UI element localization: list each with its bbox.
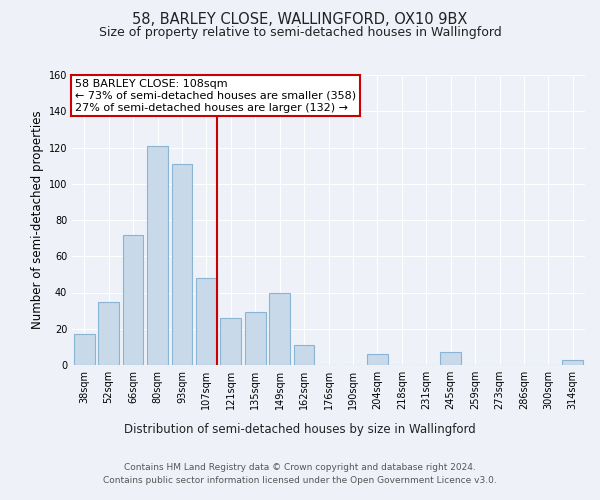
Text: Contains public sector information licensed under the Open Government Licence v3: Contains public sector information licen… bbox=[103, 476, 497, 485]
Bar bbox=[269, 292, 290, 365]
Bar bbox=[196, 278, 217, 365]
Text: Size of property relative to semi-detached houses in Wallingford: Size of property relative to semi-detach… bbox=[98, 26, 502, 39]
Bar bbox=[74, 334, 95, 365]
Bar bbox=[172, 164, 193, 365]
Bar bbox=[562, 360, 583, 365]
Text: 58, BARLEY CLOSE, WALLINGFORD, OX10 9BX: 58, BARLEY CLOSE, WALLINGFORD, OX10 9BX bbox=[133, 12, 467, 28]
Bar bbox=[367, 354, 388, 365]
Bar bbox=[245, 312, 266, 365]
Text: Distribution of semi-detached houses by size in Wallingford: Distribution of semi-detached houses by … bbox=[124, 422, 476, 436]
Text: 58 BARLEY CLOSE: 108sqm
← 73% of semi-detached houses are smaller (358)
27% of s: 58 BARLEY CLOSE: 108sqm ← 73% of semi-de… bbox=[74, 80, 356, 112]
Bar bbox=[220, 318, 241, 365]
Bar bbox=[293, 345, 314, 365]
Text: Contains HM Land Registry data © Crown copyright and database right 2024.: Contains HM Land Registry data © Crown c… bbox=[124, 462, 476, 471]
Bar bbox=[440, 352, 461, 365]
Bar bbox=[122, 234, 143, 365]
Bar bbox=[98, 302, 119, 365]
Bar bbox=[147, 146, 168, 365]
Y-axis label: Number of semi-detached properties: Number of semi-detached properties bbox=[31, 110, 44, 330]
